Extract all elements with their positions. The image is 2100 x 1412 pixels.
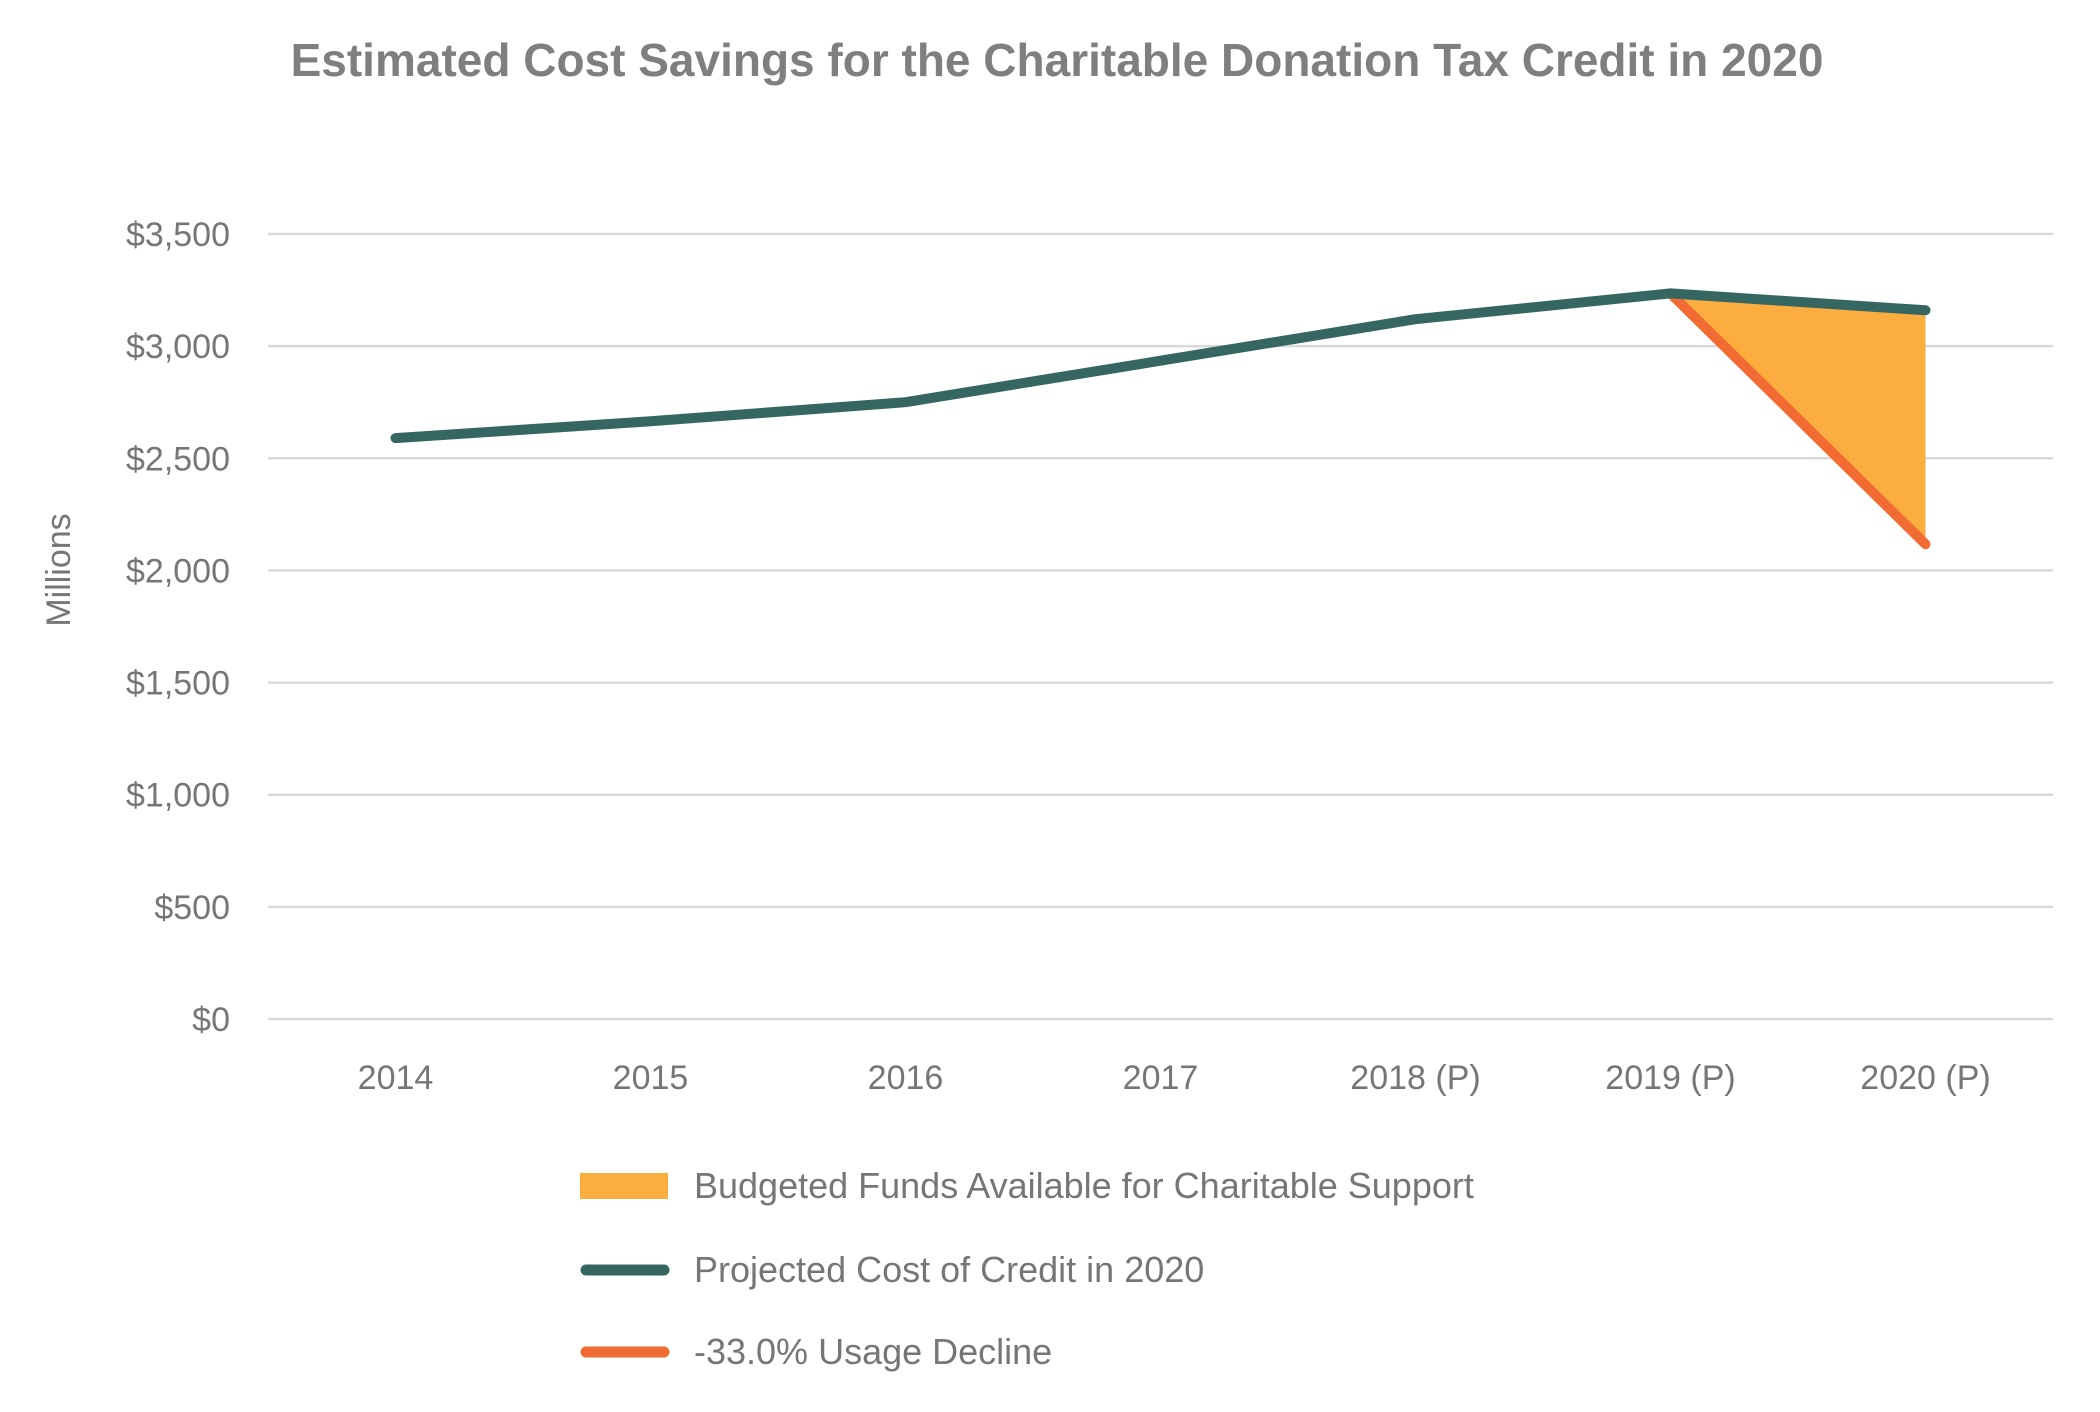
y-tick-label: $1,500 [126, 665, 230, 703]
y-tick-label: $0 [192, 1001, 230, 1039]
legend-swatch-area [580, 1173, 668, 1199]
x-tick-label: 2016 [868, 1059, 944, 1097]
legend-item-budgeted-funds: Budgeted Funds Available for Charitable … [580, 1165, 1474, 1206]
y-tick-label: $2,500 [126, 440, 230, 478]
line-usage-decline [1665, 288, 1931, 550]
y-tick-label: $3,500 [126, 216, 230, 254]
y-tick-label: $1,000 [126, 777, 230, 815]
y-tick-label: $3,000 [126, 328, 230, 366]
legend-label: Budgeted Funds Available for Charitable … [694, 1165, 1474, 1206]
x-tick-label: 2018 (P) [1350, 1059, 1480, 1097]
legend: Budgeted Funds Available for Charitable … [580, 1165, 1474, 1372]
plot-series [390, 288, 1931, 550]
x-tick-label: 2020 (P) [1860, 1059, 1990, 1097]
x-tick-label: 2017 [1123, 1059, 1199, 1097]
x-axis-ticks: 2014 2015 2016 2017 2018 (P) 2019 (P) 2020 (P) [358, 1059, 1991, 1097]
x-tick-label: 2014 [358, 1059, 434, 1097]
y-tick-label: $500 [154, 889, 230, 927]
legend-item-usage-decline: -33.0% Usage Decline [580, 1331, 1052, 1372]
y-tick-label: $2,000 [126, 552, 230, 590]
gridlines [268, 232, 2053, 1021]
chart-title: Estimated Cost Savings for the Charitabl… [291, 34, 1824, 86]
legend-label: -33.0% Usage Decline [694, 1331, 1052, 1372]
x-tick-label: 2015 [613, 1059, 689, 1097]
y-axis-title: Millions [40, 513, 78, 626]
y-axis-ticks: $0 $500 $1,000 $1,500 $2,000 $2,500 $3,000 $3,5… [126, 216, 230, 1039]
x-tick-label: 2019 (P) [1605, 1059, 1735, 1097]
legend-label: Projected Cost of Credit in 2020 [694, 1249, 1204, 1290]
legend-item-projected-cost: Projected Cost of Credit in 2020 [580, 1249, 1204, 1290]
